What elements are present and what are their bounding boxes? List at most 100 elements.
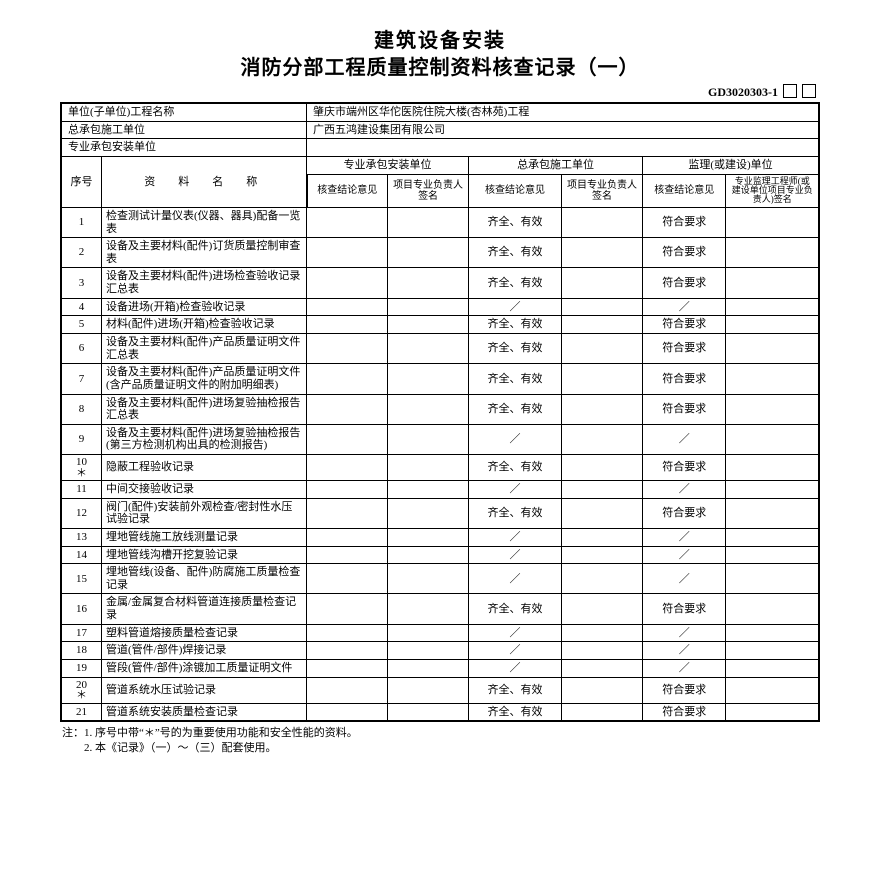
table-row: 3设备及主要材料(配件)进场检查验收记录汇总表齐全、有效符合要求 (61, 268, 819, 298)
cell-a (307, 677, 388, 703)
footnote: 注：1. 序号中带“＊”号的为重要使用功能和安全性能的资料。 2. 本《记录》（… (62, 726, 818, 756)
cell-c: 齐全、有效 (469, 455, 562, 481)
cell-c: 齐全、有效 (469, 316, 562, 334)
cell-e: 符合要求 (643, 703, 726, 721)
cell-seq: 16 (61, 594, 102, 624)
cell-name: 金属/金属复合材料管道连接质量检查记录 (102, 594, 307, 624)
cell-b (388, 677, 469, 703)
cell-name: 设备及主要材料(配件)进场复验抽检报告(第三方检测机构出具的检测报告) (102, 424, 307, 454)
cell-d (562, 334, 643, 364)
cell-seq: 2 (61, 238, 102, 268)
cell-b (388, 238, 469, 268)
cell-c: 齐全、有效 (469, 364, 562, 394)
cell-b (388, 594, 469, 624)
code-box-2 (802, 84, 816, 98)
table-row: 12阀门(配件)安装前外观检查/密封性水压试验记录齐全、有效符合要求 (61, 498, 819, 528)
info-value: 肇庆市端州区华佗医院住院大楼(杏林苑)工程 (307, 103, 819, 121)
cell-a (307, 455, 388, 481)
table-row: 21管道系统安装质量检查记录齐全、有效符合要求 (61, 703, 819, 721)
cell-b (388, 624, 469, 642)
sub-d: 项目专业负责人签名 (562, 174, 643, 207)
info-label: 专业承包安装单位 (61, 139, 307, 157)
cell-name: 管道(管件/部件)焊接记录 (102, 642, 307, 660)
cell-d (562, 528, 643, 546)
cell-c: 齐全、有效 (469, 394, 562, 424)
cell-seq: 17 (61, 624, 102, 642)
cell-seq: 15 (61, 564, 102, 594)
cell-d (562, 298, 643, 316)
cell-a (307, 394, 388, 424)
cell-d (562, 455, 643, 481)
cell-c: 齐全、有效 (469, 207, 562, 237)
cell-d (562, 498, 643, 528)
cell-e: ／ (643, 624, 726, 642)
cell-a (307, 298, 388, 316)
cell-name: 塑料管道熔接质量检查记录 (102, 624, 307, 642)
title-line-1: 建筑设备安装 (60, 28, 820, 55)
cell-f (726, 364, 819, 394)
cell-d (562, 316, 643, 334)
cell-e: 符合要求 (643, 238, 726, 268)
cell-c: ／ (469, 660, 562, 678)
cell-name: 管道系统安装质量检查记录 (102, 703, 307, 721)
cell-d (562, 394, 643, 424)
cell-e: ／ (643, 528, 726, 546)
cell-a (307, 268, 388, 298)
cell-b (388, 481, 469, 499)
cell-d (562, 238, 643, 268)
cell-a (307, 564, 388, 594)
cell-b (388, 546, 469, 564)
cell-b (388, 498, 469, 528)
cell-e: 符合要求 (643, 334, 726, 364)
table-row: 20＊管道系统水压试验记录齐全、有效符合要求 (61, 677, 819, 703)
cell-c: ／ (469, 424, 562, 454)
cell-e: 符合要求 (643, 677, 726, 703)
cell-d (562, 481, 643, 499)
cell-name: 设备进场(开箱)检查验收记录 (102, 298, 307, 316)
table-row: 5材料(配件)进场(开箱)检查验收记录齐全、有效符合要求 (61, 316, 819, 334)
cell-c: ／ (469, 642, 562, 660)
cell-c: 齐全、有效 (469, 268, 562, 298)
info-label: 总承包施工单位 (61, 121, 307, 139)
title-block: 建筑设备安装 消防分部工程质量控制资料核查记录（一） (60, 28, 820, 82)
cell-d (562, 677, 643, 703)
table-row: 11中间交接验收记录／／ (61, 481, 819, 499)
col-seq: 序号 (61, 156, 102, 207)
cell-name: 埋地管线(设备、配件)防腐施工质量检查记录 (102, 564, 307, 594)
cell-seq: 9 (61, 424, 102, 454)
cell-b (388, 268, 469, 298)
cell-seq: 20＊ (61, 677, 102, 703)
cell-d (562, 546, 643, 564)
cell-a (307, 546, 388, 564)
sub-a: 核查结论意见 (307, 174, 388, 207)
cell-d (562, 594, 643, 624)
cell-f (726, 424, 819, 454)
info-row-2: 总承包施工单位 广西五鸿建设集团有限公司 (61, 121, 819, 139)
cell-b (388, 424, 469, 454)
cell-c: ／ (469, 624, 562, 642)
cell-c: 齐全、有效 (469, 498, 562, 528)
cell-f (726, 238, 819, 268)
table-row: 16金属/金属复合材料管道连接质量检查记录齐全、有效符合要求 (61, 594, 819, 624)
title-line-2: 消防分部工程质量控制资料核查记录（一） (60, 55, 820, 82)
col-grp1: 专业承包安装单位 (307, 156, 469, 174)
cell-name: 检查测试计量仪表(仪器、器具)配备一览表 (102, 207, 307, 237)
cell-name: 管道系统水压试验记录 (102, 677, 307, 703)
cell-name: 设备及主要材料(配件)产品质量证明文件汇总表 (102, 334, 307, 364)
cell-seq: 4 (61, 298, 102, 316)
cell-seq: 5 (61, 316, 102, 334)
cell-name: 埋地管线沟槽开挖复验记录 (102, 546, 307, 564)
cell-a (307, 424, 388, 454)
cell-seq: 11 (61, 481, 102, 499)
cell-d (562, 424, 643, 454)
cell-b (388, 703, 469, 721)
cell-e: ／ (643, 424, 726, 454)
cell-seq: 21 (61, 703, 102, 721)
sub-f: 专业监理工程师(或建设单位项目专业负责人)签名 (726, 174, 819, 207)
cell-b (388, 642, 469, 660)
col-grp2: 总承包施工单位 (469, 156, 643, 174)
cell-f (726, 268, 819, 298)
cell-d (562, 207, 643, 237)
code-box-1 (783, 84, 797, 98)
cell-name: 管段(管件/部件)涂镀加工质量证明文件 (102, 660, 307, 678)
